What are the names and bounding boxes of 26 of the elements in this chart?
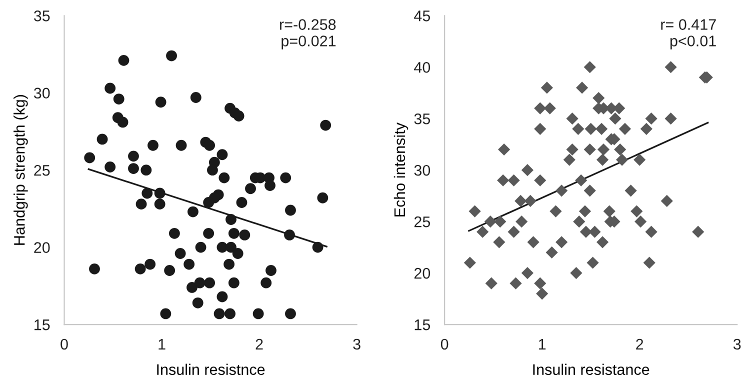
y-tick-label: 45 <box>414 10 430 22</box>
x-tick-label: 2 <box>256 338 263 350</box>
x-tick-label: 3 <box>353 338 360 350</box>
y-tick-label: 15 <box>34 320 50 330</box>
x-tick-label: 1 <box>158 338 166 350</box>
y-tick-label: 25 <box>414 216 430 228</box>
x-tick-label: 2 <box>636 338 644 350</box>
x-axis-title: Insulin resistnce <box>157 364 265 375</box>
x-tick-label: 0 <box>440 338 448 350</box>
y-axis-title: Echo intensity <box>394 122 408 216</box>
annotation: r= 0.417 p<0.01 <box>661 19 716 50</box>
x-tick-label: 1 <box>538 338 546 350</box>
y-tick-label: 20 <box>414 268 430 279</box>
y-tick-label: 15 <box>414 320 430 330</box>
y-tick-label: 20 <box>34 242 50 253</box>
y-axis-title: Handgrip strength (kg) <box>14 95 28 245</box>
annotation: r=-0.258 p=0.021 <box>280 19 336 50</box>
y-tick-label: 25 <box>34 164 50 176</box>
x-axis-title: Insulin resistance <box>533 364 650 375</box>
x-tick-label: 3 <box>733 338 741 350</box>
y-tick-label: 40 <box>414 62 430 73</box>
x-tick-label: 0 <box>60 338 68 350</box>
y-tick-label: 30 <box>34 88 50 99</box>
y-tick-label: 35 <box>34 10 50 22</box>
y-tick-label: 35 <box>414 113 430 124</box>
y-tick-label: 30 <box>414 164 430 176</box>
